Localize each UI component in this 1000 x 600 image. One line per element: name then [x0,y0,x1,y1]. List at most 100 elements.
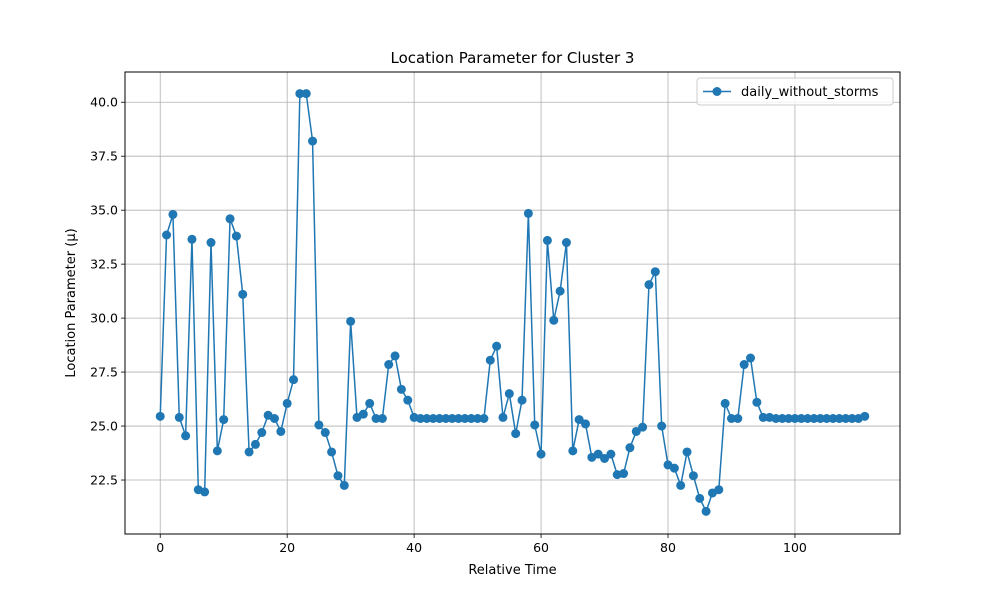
legend-marker-icon [712,87,722,96]
data-point [542,235,552,245]
data-point [619,469,629,479]
data-point [384,360,394,370]
data-point [511,429,521,439]
x-tick-label: 20 [279,540,295,555]
x-tick-label: 100 [783,540,807,555]
data-point [339,480,349,490]
data-point [695,493,705,503]
series-layer [155,89,870,516]
y-tick-label: 32.5 [90,257,118,272]
data-point [504,389,514,399]
legend-entry-label: daily_without_storms [741,85,879,100]
data-point [174,412,184,422]
data-point [523,208,533,218]
data-point [536,449,546,459]
data-point [257,428,267,438]
data-point [676,480,686,490]
data-point [231,231,241,241]
x-tick-label: 80 [660,540,676,555]
data-point [822,414,832,423]
data-point [155,411,165,421]
data-point [485,355,495,365]
data-point [212,446,222,456]
data-point [301,89,311,99]
data-point [568,446,578,456]
data-point [720,398,730,408]
data-point [860,411,870,421]
data-point [181,431,191,441]
data-point [238,289,248,299]
data-point [225,214,235,224]
data-point [206,238,216,248]
x-axis-label: Relative Time [468,563,556,578]
data-point [517,395,527,405]
data-point [669,463,679,473]
data-point [295,89,305,99]
data-point [466,414,476,423]
data-point [771,414,781,423]
data-point [701,506,711,516]
data-point [561,238,571,248]
data-point [219,415,229,425]
data-point [796,414,806,423]
data-point [777,414,787,423]
y-tick-label: 30.0 [90,311,118,326]
data-point [815,414,825,423]
x-tick-label: 60 [533,540,549,555]
legend: daily_without_storms [696,77,894,106]
data-point [441,414,451,423]
data-point [168,209,178,219]
data-point [746,353,756,363]
data-point [276,426,286,436]
series-line [159,92,866,513]
data-point [574,415,584,425]
data-point [282,398,292,408]
data-point [752,397,762,407]
data-point [726,414,736,423]
x-tick-label: 40 [406,540,422,555]
data-point [758,412,768,422]
data-point [371,414,381,423]
data-point [593,449,603,459]
y-tick-label: 25.0 [90,419,118,434]
data-point [162,230,172,240]
data-point [250,439,260,449]
y-tick-label: 22.5 [90,473,118,488]
data-point [314,420,324,430]
data-point [657,421,667,431]
y-tick-label: 37.5 [90,149,118,164]
data-point [377,414,387,423]
data-point [834,414,844,423]
grid-lines [125,72,900,534]
data-point [187,234,197,244]
plot-area-frame [124,71,901,535]
data-point [365,398,375,408]
data-point [638,422,648,432]
data-point [396,384,406,394]
data-point [828,414,838,423]
data-point [200,487,210,497]
data-point [346,316,356,326]
data-point [327,447,337,457]
data-point [454,414,464,423]
data-point [460,414,470,423]
data-point [428,414,438,423]
data-point [403,395,413,405]
data-point [358,409,368,419]
data-point [580,419,590,429]
data-point [390,351,400,361]
data-point [549,315,559,325]
data-point [739,360,749,370]
data-point [809,414,819,423]
y-tick-label: 40.0 [90,95,118,110]
data-point [479,414,489,423]
data-point [473,414,483,423]
y-axis-label: Location Parameter (μ) [64,228,79,377]
data-point [498,412,508,422]
data-point [530,420,540,430]
y-tick-label: 35.0 [90,203,118,218]
chart-title: Location Parameter for Cluster 3 [391,49,635,67]
data-point [841,414,851,423]
data-point [644,280,654,290]
data-point [625,443,635,453]
